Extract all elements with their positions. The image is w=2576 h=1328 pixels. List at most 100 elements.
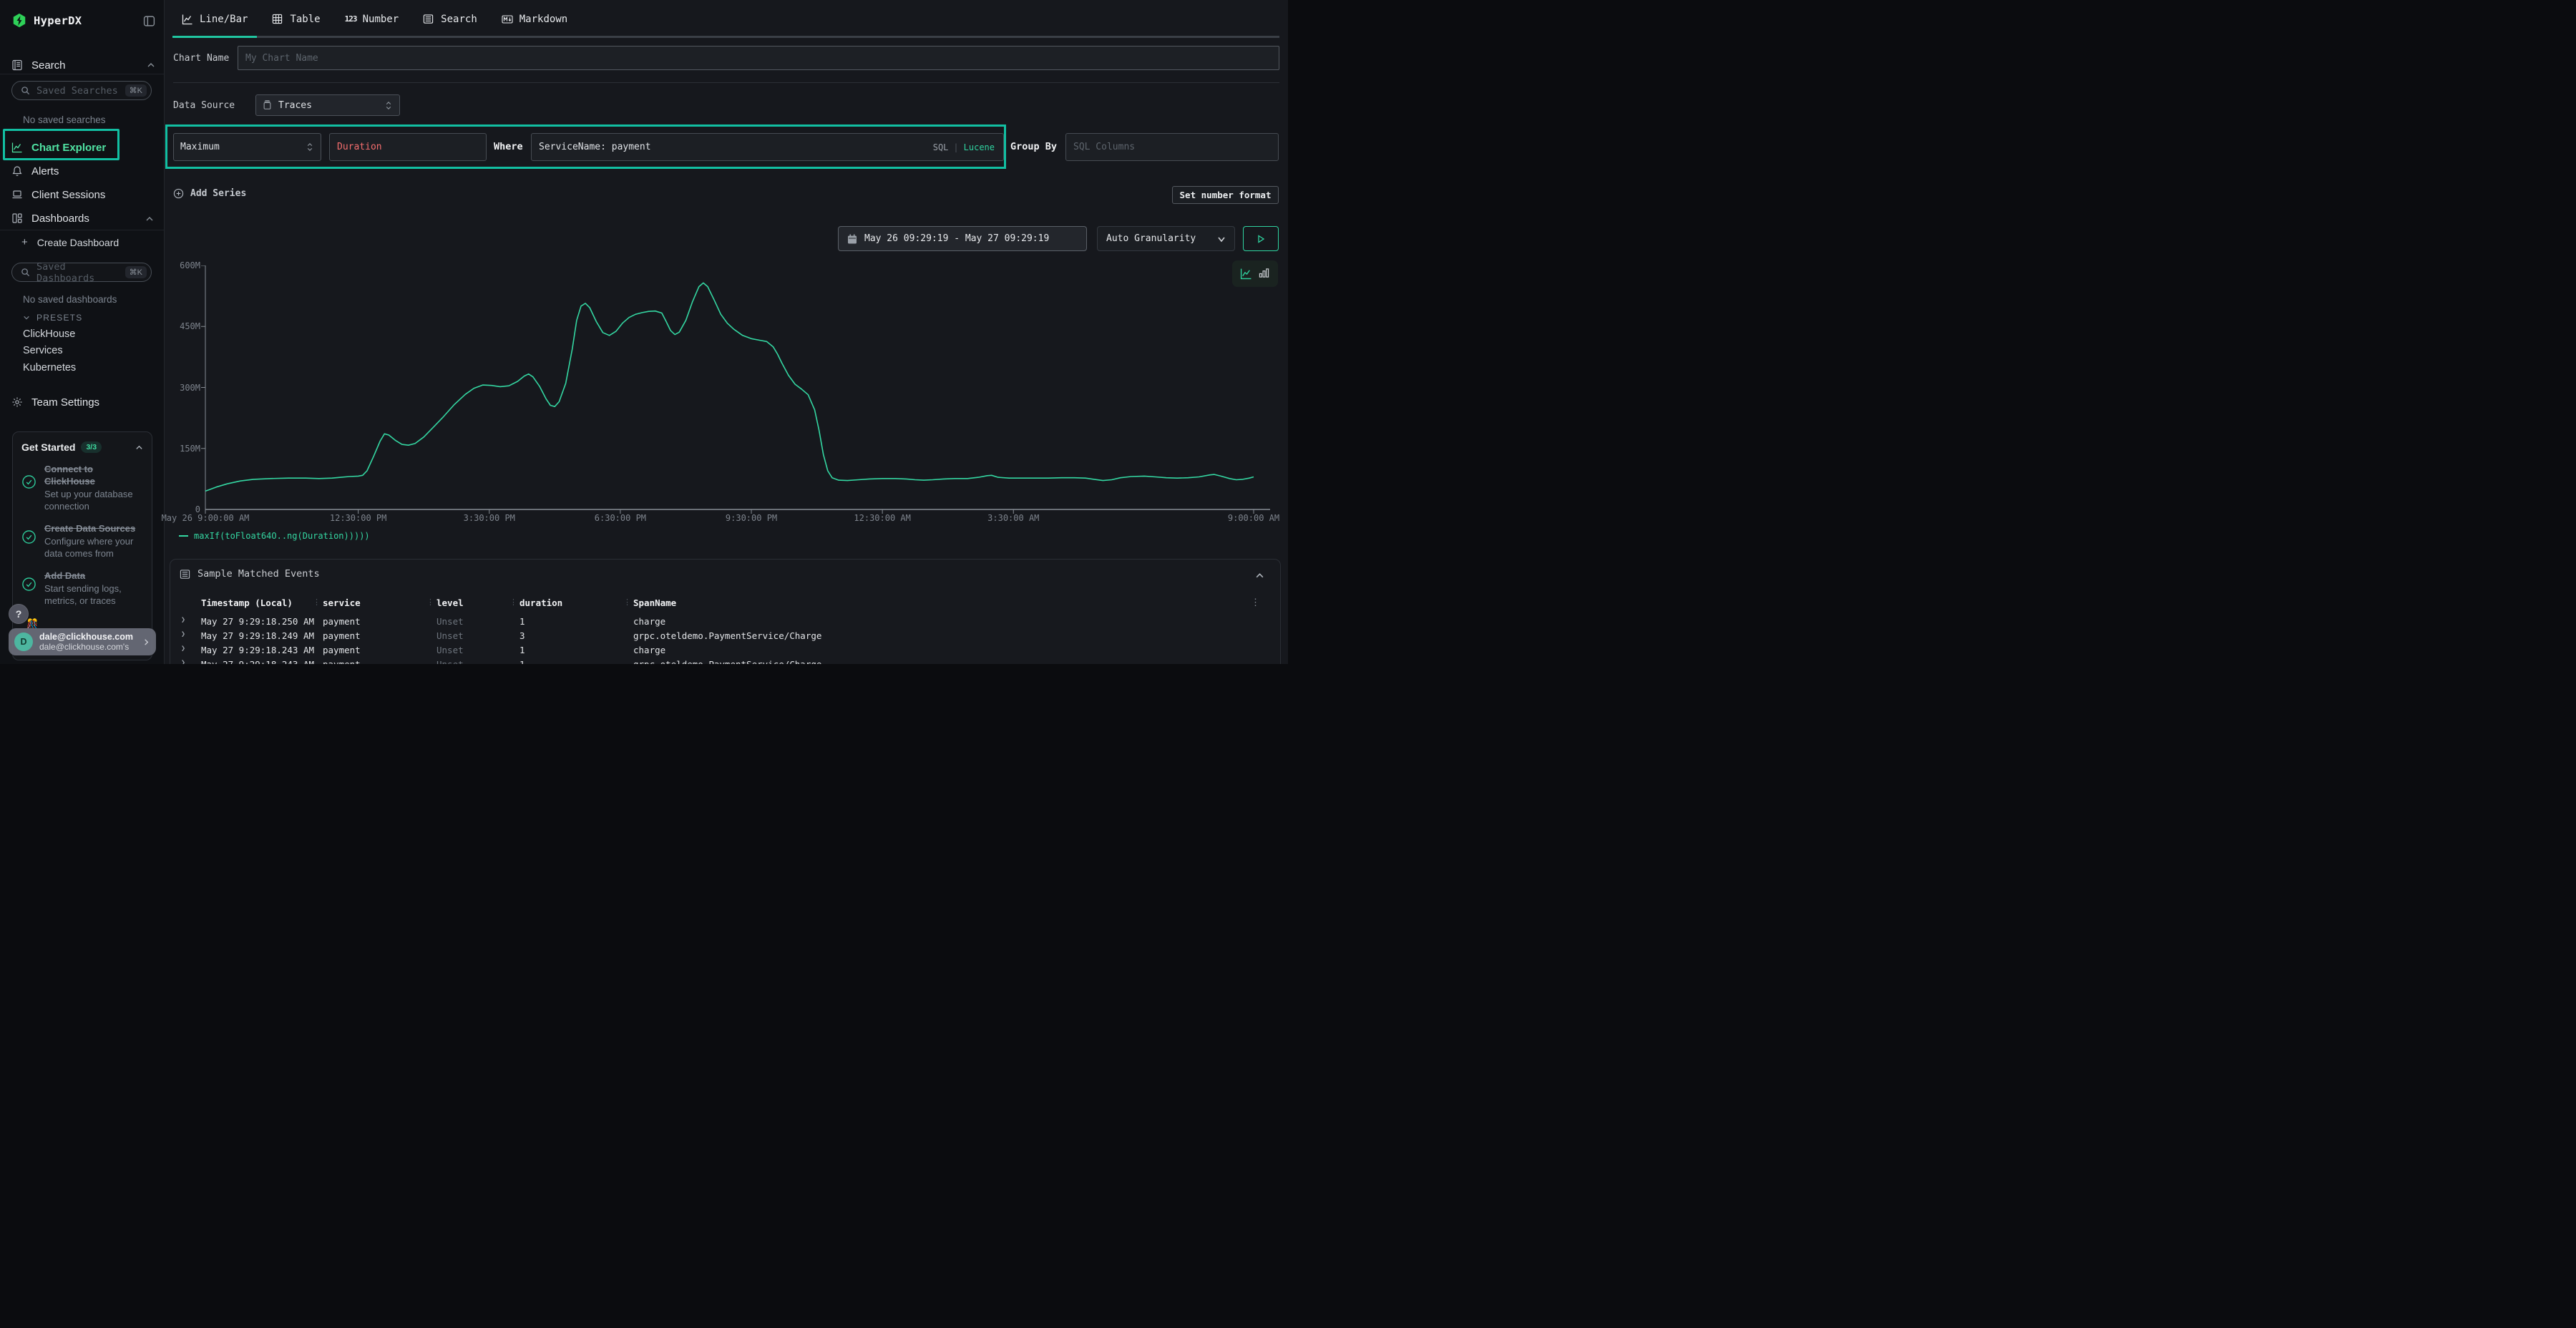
check-circle-icon [21,474,36,489]
legend-series-name: maxIf(toFloat64O..ng(Duration))))) [194,531,370,541]
table-cell: May 27 9:29:18.250 AM [201,616,314,627]
chevron-right-icon [142,638,150,646]
granularity-value: Auto Granularity [1106,233,1196,244]
column-header-level[interactable]: level [436,597,464,608]
timeseries-chart[interactable] [200,265,1278,517]
saved-searches-input[interactable]: Saved Searches ⌘K [11,81,152,100]
chart-name-label: Chart Name [173,53,229,64]
user-menu[interactable]: D dale@clickhouse.com dale@clickhouse.co… [9,628,156,655]
tab-table[interactable]: Table [263,0,329,38]
sidebar-item-team-settings[interactable]: Team Settings [11,394,155,410]
magnifier-icon [21,268,30,277]
aggregation-value: Maximum [180,142,220,152]
table-cell: charge [633,616,665,627]
sql-mode-toggle[interactable]: SQL [933,142,949,152]
app-title: HyperDX [34,14,82,27]
column-header-service[interactable]: service [323,597,361,608]
user-email: dale@clickhouse.com [39,632,142,642]
get-started-item-title: Add Data [44,570,143,582]
table-cell: Unset [436,659,464,664]
chevron-up-icon[interactable] [1255,571,1264,580]
add-series-button[interactable]: Add Series [173,188,246,199]
table-cell: payment [323,630,361,641]
tab-label: Line/Bar [200,14,248,25]
row-expand-icon[interactable]: ❯ [181,616,185,624]
where-label: Where [494,141,523,152]
aggregation-select[interactable]: Maximum [173,133,321,161]
tab-markdown[interactable]: Markdown [492,0,577,38]
tab-line-bar[interactable]: Line/Bar [172,0,257,38]
date-range-picker[interactable]: May 26 09:29:19 - May 27 09:29:19 [838,226,1087,251]
granularity-select[interactable]: Auto Granularity [1097,226,1235,251]
where-value: ServiceName: payment [539,142,651,152]
x-axis-tick-label: 12:30:00 PM [305,513,412,523]
sidebar: HyperDX Search Saved Searches ⌘K No save… [0,0,165,664]
table-cell: 1 [519,645,525,655]
row-expand-icon[interactable]: ❯ [181,659,185,664]
presets-toggle[interactable]: PRESETS [23,313,82,323]
saved-dashboards-input[interactable]: Saved Dashboards ⌘K [11,263,152,282]
list-icon [180,569,190,580]
column-drag-handle[interactable]: ⋮ [313,597,321,607]
date-range-value: May 26 09:29:19 - May 27 09:29:19 [864,233,1049,244]
x-axis-tick-label: 12:30:00 AM [829,513,936,523]
where-input[interactable]: ServiceName: payment SQL | Lucene [531,133,1004,161]
events-panel-title: Sample Matched Events [197,568,320,580]
preset-services[interactable]: Services [23,343,76,360]
logo-row: HyperDX [11,11,155,30]
column-drag-handle[interactable]: ⋮ [509,597,517,607]
kebab-menu-icon[interactable]: ⋮ [1251,597,1260,608]
tab-number[interactable]: 123 Number [336,0,409,38]
chevron-up-icon[interactable] [135,444,143,451]
column-header-spanname[interactable]: SpanName [633,597,676,608]
number-icon: 123 [345,14,356,25]
tab-label: Number [363,14,399,25]
sample-matched-events-panel: Sample Matched Events ⋮ Timestamp (Local… [170,559,1281,664]
circle-plus-icon [173,188,184,199]
sidebar-item-chart-explorer[interactable]: Chart Explorer [0,136,164,160]
team-settings-label: Team Settings [31,396,99,409]
chart-name-input[interactable]: My Chart Name [238,46,1279,70]
get-started-item[interactable]: Connect to ClickHouseSet up your databas… [21,463,143,512]
sidebar-item-client-sessions[interactable]: Client Sessions [0,183,164,207]
shortcut-badge: ⌘K [125,84,147,97]
column-drag-handle[interactable]: ⋮ [426,597,434,607]
help-button[interactable]: ? [9,604,29,624]
preset-kubernetes[interactable]: Kubernetes [23,359,76,376]
get-started-item[interactable]: Add DataStart sending logs, metrics, or … [21,570,143,607]
get-started-item-title: Create Data Sources [44,522,143,534]
sidebar-item-alerts[interactable]: Alerts [0,160,164,183]
column-drag-handle[interactable]: ⋮ [623,597,631,607]
preset-clickhouse[interactable]: ClickHouse [23,326,76,343]
tab-search[interactable]: Search [414,0,487,38]
table-cell: 3 [519,630,525,641]
database-icon [263,100,272,110]
sidebar-item-dashboards[interactable]: Dashboards [0,207,164,230]
row-expand-icon[interactable]: ❯ [181,645,185,653]
create-dashboard-button[interactable]: + Create Dashboard [21,236,119,248]
sidebar-section-search[interactable]: Search [11,57,155,73]
table-cell: grpc.oteldemo.PaymentService/Charge [633,659,821,664]
chart-line-series [205,283,1254,491]
table-cell: 1 [519,616,525,627]
get-started-item-desc: Set up your database connection [44,489,143,512]
lucene-mode-toggle[interactable]: Lucene [964,142,995,152]
data-source-value: Traces [278,100,312,111]
data-source-select[interactable]: Traces [255,94,400,116]
sidebar-collapse-icon[interactable] [143,15,155,27]
saved-searches-placeholder: Saved Searches [36,85,125,97]
table-icon [272,14,283,25]
table-cell: charge [633,645,665,655]
group-by-input[interactable]: SQL Columns [1065,133,1279,161]
tab-bar: Line/Bar Table 123 Number SearchMarkdown [165,0,1288,38]
get-started-item[interactable]: Create Data SourcesConfigure where your … [21,522,143,560]
run-query-button[interactable] [1243,226,1279,251]
field-input[interactable]: Duration [329,133,487,161]
set-number-format-button[interactable]: Set number format [1172,186,1279,204]
table-cell: payment [323,645,361,655]
column-header-timestamp-local-[interactable]: Timestamp (Local) [201,597,293,608]
column-header-duration[interactable]: duration [519,597,562,608]
no-saved-searches-text: No saved searches [23,114,106,125]
x-axis-tick-label: 3:30:00 AM [960,513,1067,523]
row-expand-icon[interactable]: ❯ [181,630,185,638]
